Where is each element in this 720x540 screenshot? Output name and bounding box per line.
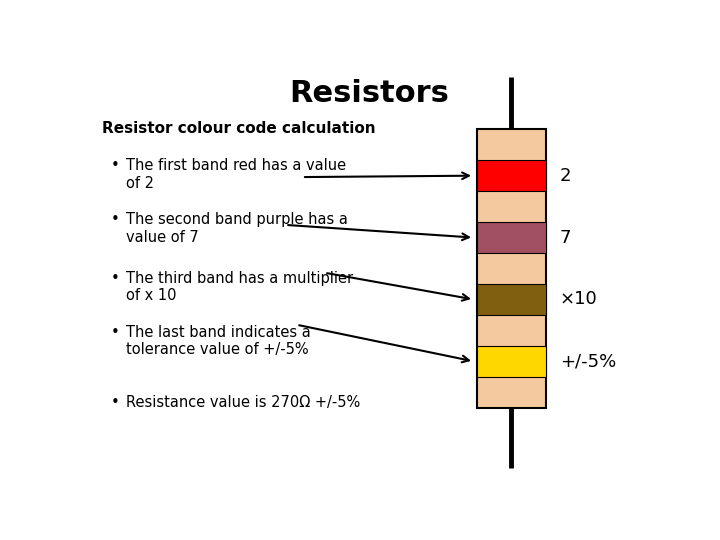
Text: •: •	[111, 158, 120, 173]
Text: •: •	[111, 325, 120, 340]
Text: The first band red has a value
of 2: The first band red has a value of 2	[126, 158, 346, 191]
Bar	[477, 129, 546, 408]
Bar	[477, 284, 546, 315]
Text: Resistors: Resistors	[289, 79, 449, 109]
Text: 7: 7	[560, 228, 572, 247]
Text: +/-5%: +/-5%	[560, 353, 616, 370]
Text: The second band purple has a
value of 7: The second band purple has a value of 7	[126, 212, 348, 245]
Bar	[477, 160, 546, 191]
Text: •: •	[111, 395, 120, 410]
Text: •: •	[111, 212, 120, 227]
Text: ×10: ×10	[560, 291, 598, 308]
Text: Resistance value is 270Ω +/-5%: Resistance value is 270Ω +/-5%	[126, 395, 361, 410]
Text: •: •	[111, 271, 120, 286]
Bar	[477, 346, 546, 377]
Text: The last band indicates a
tolerance value of +/-5%: The last band indicates a tolerance valu…	[126, 325, 311, 357]
Text: The third band has a multiplier
of x 10: The third band has a multiplier of x 10	[126, 271, 354, 303]
Bar	[477, 222, 546, 253]
Text: 2: 2	[560, 167, 572, 185]
Text: Resistor colour code calculation: Resistor colour code calculation	[102, 121, 376, 136]
